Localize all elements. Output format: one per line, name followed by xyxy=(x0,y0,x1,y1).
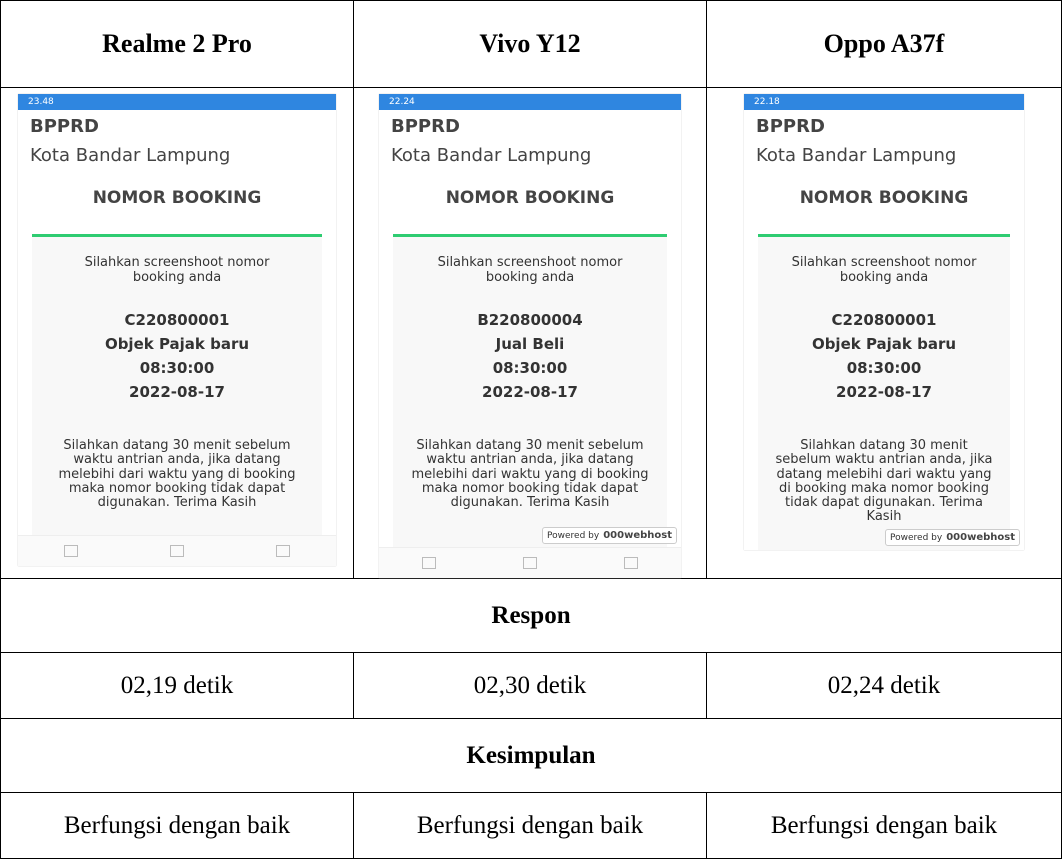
page-heading: NOMOR BOOKING xyxy=(799,188,969,208)
instruction: Silahkan screenshoot nomor booking anda xyxy=(84,255,270,285)
nav-button xyxy=(64,545,78,557)
note: Silahkan datang 30 menit sebelum waktu a… xyxy=(775,438,993,525)
app-subtitle: Kota Bandar Lampung xyxy=(391,145,592,166)
conclusion: Berfungsi dengan baik xyxy=(0,792,354,859)
booking-code: B220800004 xyxy=(477,311,583,329)
booking-date: 2022-08-17 xyxy=(129,383,225,401)
hosting-badge: Powered by 000webhost xyxy=(885,529,1020,546)
section-label: Kesimpulan xyxy=(0,718,1062,793)
note: Silahkan datang 30 menit sebelum waktu a… xyxy=(411,438,649,511)
phone-screenshot: 22.18 BPPRD Kota Bandar Lampung NOMOR BOOKI… xyxy=(744,94,1024,550)
value-row: Berfungsi dengan baik Berfungsi dengan b… xyxy=(0,792,1062,859)
status-bar: 22.24 xyxy=(379,94,681,110)
phone-screenshot: 22.24 BPPRD Kota Bandar Lampung NOMOR BOOKI… xyxy=(379,94,681,578)
booking-time: 08:30:00 xyxy=(846,359,922,377)
status-bar: 23.48 xyxy=(18,94,336,110)
nav-bar xyxy=(18,535,336,566)
screenshot-cell: 23.48 BPPRD Kota Bandar Lampung NOMOR BOOKI… xyxy=(0,87,354,579)
booking-code: C220800001 xyxy=(124,311,230,329)
nav-button xyxy=(623,557,638,569)
response-time: 02,19 detik xyxy=(0,652,354,719)
badge-text: Powered by xyxy=(547,531,600,541)
badge-brand: 000webhost xyxy=(946,532,1015,543)
nav-button xyxy=(422,557,437,569)
instruction: Silahkan screenshoot nomor booking anda xyxy=(437,255,623,285)
screenshot-cell: 22.24 BPPRD Kota Bandar Lampung NOMOR BOOKI… xyxy=(353,87,707,579)
booking-card: Silahkan screenshoot nomor booking anda B… xyxy=(393,234,667,578)
service: Jual Beli xyxy=(495,335,565,353)
status-bar: 22.18 xyxy=(744,94,1024,110)
app-title: BPPRD xyxy=(391,116,460,137)
booking-date: 2022-08-17 xyxy=(836,383,932,401)
page-heading: NOMOR BOOKING xyxy=(445,188,615,208)
nav-button xyxy=(522,557,537,569)
badge-text: Powered by xyxy=(890,533,943,543)
booking-time: 08:30:00 xyxy=(139,359,215,377)
conclusion: Berfungsi dengan baik xyxy=(706,792,1062,859)
badge-brand: 000webhost xyxy=(603,530,672,541)
conclusion: Berfungsi dengan baik xyxy=(353,792,707,859)
booking-card: Silahkan screenshoot nomor booking anda C… xyxy=(32,234,322,566)
hosting-badge: Powered by 000webhost xyxy=(542,527,677,544)
booking-card: Silahkan screenshoot nomor booking anda C… xyxy=(758,234,1010,550)
note: Silahkan datang 30 menit sebelum waktu a… xyxy=(58,438,296,511)
label-row: Kesimpulan xyxy=(0,718,1062,793)
service: Objek Pajak baru xyxy=(104,335,250,353)
app-title: BPPRD xyxy=(756,116,825,137)
screenshot-row: 23.48 BPPRD Kota Bandar Lampung NOMOR BOOKI… xyxy=(0,87,1062,579)
response-time: 02,24 detik xyxy=(706,652,1062,719)
page-heading: NOMOR BOOKING xyxy=(92,188,262,208)
phone-screenshot: 23.48 BPPRD Kota Bandar Lampung NOMOR BOOKI… xyxy=(18,94,336,566)
section-label: Respon xyxy=(0,578,1062,653)
header-row: Realme 2 Pro Vivo Y12 Oppo A37f xyxy=(0,0,1062,88)
value-row: 02,19 detik 02,30 detik 02,24 detik xyxy=(0,652,1062,719)
instruction: Silahkan screenshoot nomor booking anda xyxy=(791,255,977,285)
header-cell: Oppo A37f xyxy=(706,0,1062,88)
booking-time: 08:30:00 xyxy=(492,359,568,377)
label-row: Respon xyxy=(0,578,1062,653)
header-cell: Vivo Y12 xyxy=(353,0,707,88)
app-subtitle: Kota Bandar Lampung xyxy=(756,145,957,166)
response-time: 02,30 detik xyxy=(353,652,707,719)
app-title: BPPRD xyxy=(30,116,99,137)
booking-date: 2022-08-17 xyxy=(482,383,578,401)
nav-button xyxy=(276,545,290,557)
header-cell: Realme 2 Pro xyxy=(0,0,354,88)
app-subtitle: Kota Bandar Lampung xyxy=(30,145,231,166)
booking-code: C220800001 xyxy=(831,311,937,329)
nav-button xyxy=(170,545,184,557)
service: Objek Pajak baru xyxy=(811,335,957,353)
screenshot-cell: 22.18 BPPRD Kota Bandar Lampung NOMOR BOOKI… xyxy=(706,87,1062,579)
nav-bar xyxy=(379,547,681,578)
